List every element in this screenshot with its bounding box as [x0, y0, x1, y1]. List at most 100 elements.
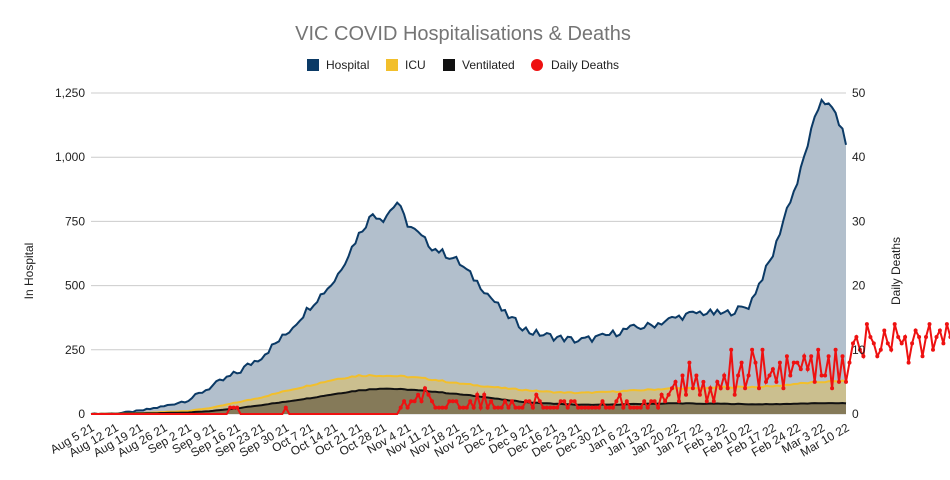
daily-deaths-point — [534, 392, 539, 397]
daily-deaths-point — [920, 354, 925, 359]
daily-deaths-point — [711, 399, 716, 404]
daily-deaths-point — [478, 405, 483, 410]
hospital-line — [90, 97, 847, 416]
daily-deaths-point — [910, 341, 915, 346]
daily-deaths-point — [409, 399, 414, 404]
daily-deaths-point — [652, 399, 657, 404]
daily-deaths-point — [471, 405, 476, 410]
daily-deaths-point — [454, 399, 459, 404]
daily-deaths-point — [805, 367, 810, 372]
daily-deaths-point — [576, 405, 581, 410]
daily-deaths-point — [600, 399, 605, 404]
y-tick-label-right: 40 — [852, 150, 866, 164]
legend-item-daily-deaths[interactable]: Daily Deaths — [531, 58, 619, 72]
legend-swatch-hospital — [307, 59, 319, 71]
y-tick-label-left: 1,000 — [55, 150, 85, 164]
daily-deaths-point — [656, 405, 661, 410]
daily-deaths-point — [231, 405, 236, 410]
daily-deaths-point — [416, 392, 421, 397]
daily-deaths-point — [885, 341, 890, 346]
legend-item-hospital[interactable]: Hospital — [307, 58, 369, 72]
daily-deaths-point — [906, 360, 911, 365]
daily-deaths-line — [91, 323, 950, 415]
daily-deaths-point — [593, 405, 598, 410]
daily-deaths-point — [426, 392, 431, 397]
daily-deaths-point — [624, 399, 629, 404]
daily-deaths-point — [718, 386, 723, 391]
legend-label-hospital: Hospital — [326, 58, 369, 72]
daily-deaths-point — [760, 347, 765, 352]
daily-deaths-point — [847, 360, 852, 365]
daily-deaths-point — [583, 405, 588, 410]
daily-deaths-point — [798, 367, 803, 372]
daily-deaths-point — [729, 347, 734, 352]
daily-deaths-point — [485, 405, 490, 410]
hospital-area — [91, 99, 846, 415]
daily-deaths-point — [663, 399, 668, 404]
daily-deaths-point — [492, 405, 497, 410]
daily-deaths-point — [816, 347, 821, 352]
daily-deaths-point — [642, 399, 647, 404]
daily-deaths-point — [649, 399, 654, 404]
daily-deaths-point — [461, 405, 466, 410]
daily-deaths-point — [788, 373, 793, 378]
daily-deaths-point — [638, 405, 643, 410]
daily-deaths-point — [833, 347, 838, 352]
daily-deaths-point — [513, 405, 518, 410]
daily-deaths-point — [924, 335, 928, 339]
daily-deaths-point — [704, 399, 709, 404]
daily-deaths-point — [496, 405, 501, 410]
daily-deaths-point — [864, 322, 869, 327]
legend-item-ventilated[interactable]: Ventilated — [443, 58, 515, 72]
daily-deaths-point — [871, 341, 876, 346]
daily-deaths-point — [447, 399, 452, 404]
daily-deaths-point — [555, 405, 560, 410]
daily-deaths-point — [746, 373, 751, 378]
daily-deaths-point — [812, 379, 817, 384]
daily-deaths-point — [913, 328, 918, 333]
y-tick-label-left: 0 — [78, 407, 85, 421]
y-tick-label-right: 10 — [852, 343, 866, 357]
daily-deaths-point — [767, 373, 772, 378]
daily-deaths-point — [586, 405, 591, 410]
daily-deaths-point — [777, 360, 782, 365]
daily-deaths-point — [527, 399, 532, 404]
daily-deaths-point — [520, 405, 525, 410]
daily-deaths-point — [565, 405, 570, 410]
daily-deaths-point — [826, 354, 831, 359]
daily-deaths-point — [896, 335, 901, 339]
daily-deaths-point — [562, 399, 567, 404]
daily-deaths-point — [558, 399, 563, 404]
ventilated-line — [90, 387, 847, 416]
daily-deaths-point — [840, 354, 845, 359]
daily-deaths-point — [732, 392, 737, 397]
daily-deaths-point — [753, 360, 758, 365]
daily-deaths-point — [830, 386, 835, 391]
daily-deaths-point — [621, 405, 626, 410]
daily-deaths-point — [736, 373, 741, 378]
daily-deaths-point — [739, 360, 744, 365]
daily-deaths-point — [503, 399, 507, 404]
daily-deaths-point — [757, 386, 761, 391]
daily-deaths-point — [402, 399, 407, 404]
daily-deaths-point — [440, 405, 445, 410]
daily-deaths-point — [523, 399, 528, 404]
daily-deaths-point — [614, 399, 619, 404]
daily-deaths-point — [405, 405, 410, 410]
daily-deaths-point — [809, 354, 814, 359]
daily-deaths-point — [937, 328, 942, 333]
daily-deaths-point — [228, 405, 233, 410]
daily-deaths-point — [607, 405, 612, 410]
chart-title: VIC COVID Hospitalisations & Deaths — [295, 23, 631, 45]
daily-deaths-point — [823, 373, 828, 378]
y-tick-label-left: 250 — [65, 343, 85, 357]
daily-deaths-point — [722, 373, 727, 378]
daily-deaths-point — [551, 405, 556, 410]
daily-deaths-point — [670, 386, 674, 391]
daily-deaths-point — [617, 392, 622, 397]
legend-item-icu[interactable]: ICU — [386, 58, 426, 72]
daily-deaths-point — [868, 335, 873, 339]
daily-deaths-point — [687, 360, 692, 365]
deaths-layer — [91, 322, 950, 415]
